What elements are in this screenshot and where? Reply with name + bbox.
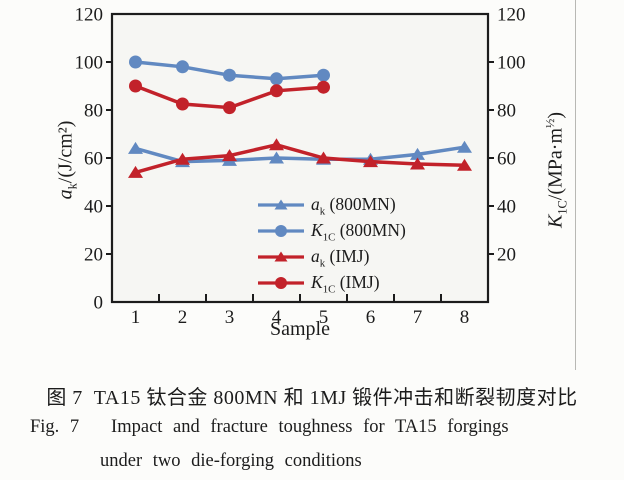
chart-legend: ak (800MN) K1C (800MN) ak (IMJ) K1C (IMJ) bbox=[258, 192, 406, 295]
right-axis-label-units-close: ) bbox=[544, 112, 567, 119]
legend-marker-triangle bbox=[258, 199, 304, 209]
page-column-rule bbox=[575, 0, 576, 370]
legend-marker-circle bbox=[258, 224, 304, 237]
data-point-circle bbox=[176, 97, 189, 111]
x-axis-tick-label: 7 bbox=[413, 307, 423, 328]
left-axis-label: ak/(J/cm²) bbox=[54, 120, 80, 200]
chart-area: 0 20 40 60 80 100 120 20 40 60 80 100 120 1 2 3 4 5 6 7 8 ak… bbox=[54, 5, 570, 341]
chart-plot: 0 20 40 60 80 100 120 20 40 60 80 100 120 1 2 3 4 5 6 7 8 bbox=[75, 5, 526, 329]
right-axis-tick-label: 20 bbox=[497, 245, 516, 266]
data-point-triangle bbox=[175, 152, 190, 165]
data-point-triangle bbox=[410, 157, 425, 170]
left-axis-tick-label: 0 bbox=[94, 293, 104, 314]
legend-label: K1C (800MN) bbox=[311, 220, 406, 244]
data-point-circle bbox=[129, 55, 142, 69]
caption-english-line2: under two die-forging conditions bbox=[100, 451, 362, 471]
data-point-circle bbox=[270, 84, 283, 98]
data-point-triangle bbox=[269, 151, 284, 164]
data-point-circle bbox=[270, 72, 283, 86]
legend-item-ak-800MN: ak (800MN) bbox=[258, 192, 406, 217]
right-axis-tick-label: 60 bbox=[497, 149, 516, 170]
legend-item-ak-IMJ: ak (IMJ) bbox=[258, 244, 406, 269]
series-K1C-800MN bbox=[129, 55, 330, 86]
x-axis-label: Sample bbox=[270, 318, 330, 340]
data-point-triangle bbox=[269, 138, 284, 151]
series-line bbox=[135, 142, 465, 175]
x-axis-tick-label: 8 bbox=[460, 307, 470, 328]
right-axis-label-exponent: ½ bbox=[542, 118, 557, 128]
left-axis-tick-label: 120 bbox=[75, 5, 104, 26]
data-point-circle bbox=[129, 79, 142, 93]
data-point-triangle bbox=[222, 149, 237, 162]
series-K1C-IMJ bbox=[129, 79, 330, 115]
data-point-triangle bbox=[128, 165, 143, 178]
right-axis-label-units: /(MPa·m bbox=[544, 127, 567, 201]
series-line bbox=[135, 145, 465, 164]
left-axis-label-units: /(J/cm²) bbox=[54, 120, 77, 184]
legend-marker-triangle bbox=[258, 251, 304, 261]
data-point-triangle bbox=[457, 158, 472, 171]
legend-label: K1C (IMJ) bbox=[311, 272, 380, 296]
series-ak-IMJ bbox=[128, 138, 472, 178]
left-axis-tick-label: 100 bbox=[75, 53, 104, 74]
left-axis-tick-label: 20 bbox=[84, 245, 103, 266]
x-axis-tick-label: 4 bbox=[272, 307, 282, 328]
right-axis-tick-label: 80 bbox=[497, 101, 516, 122]
right-axis-label-symbol: K bbox=[544, 214, 567, 228]
legend-marker-circle bbox=[258, 276, 304, 289]
legend-item-K1C-800MN: K1C (800MN) bbox=[258, 218, 406, 243]
x-axis-tick-label: 1 bbox=[131, 307, 141, 328]
legend-item-K1C-IMJ: K1C (IMJ) bbox=[258, 270, 406, 295]
caption-chinese: 图 7 TA15 钛合金 800MN 和 1MJ 锻件冲击和断裂韧度对比 bbox=[46, 387, 578, 409]
data-point-triangle bbox=[128, 141, 143, 154]
right-axis-tick-label: 120 bbox=[497, 5, 526, 26]
x-axis-tick-label: 2 bbox=[178, 307, 188, 328]
left-axis-tick-label: 80 bbox=[84, 101, 103, 122]
x-axis-tick-label: 3 bbox=[225, 307, 235, 328]
right-axis-label: K1C/(MPa·m½) bbox=[542, 112, 570, 228]
left-axis-label-subscript: k bbox=[65, 183, 80, 190]
data-point-circle bbox=[317, 80, 330, 94]
data-point-circle bbox=[317, 68, 330, 82]
data-point-triangle bbox=[363, 155, 378, 168]
left-axis-tick-label: 40 bbox=[84, 197, 103, 218]
legend-label: ak (IMJ) bbox=[311, 246, 370, 270]
data-point-triangle bbox=[316, 151, 331, 164]
legend-label: ak (800MN) bbox=[311, 194, 396, 218]
caption-english-line1: Fig. 7 Impact and fracture toughness for… bbox=[30, 417, 509, 437]
left-axis-tick-label: 60 bbox=[84, 149, 103, 170]
data-point-circle bbox=[176, 60, 189, 74]
left-axis-label-symbol: a bbox=[54, 189, 77, 200]
right-axis-label-subscript: 1C bbox=[555, 200, 570, 215]
right-axis-tick-label: 100 bbox=[497, 53, 526, 74]
right-axis-tick-label: 40 bbox=[497, 197, 516, 218]
data-point-triangle bbox=[457, 140, 472, 153]
data-point-circle bbox=[223, 68, 236, 82]
x-axis-tick-label: 5 bbox=[319, 307, 329, 328]
data-point-circle bbox=[223, 101, 236, 115]
x-axis-tick-label: 6 bbox=[366, 307, 376, 328]
data-point-triangle bbox=[410, 147, 425, 160]
